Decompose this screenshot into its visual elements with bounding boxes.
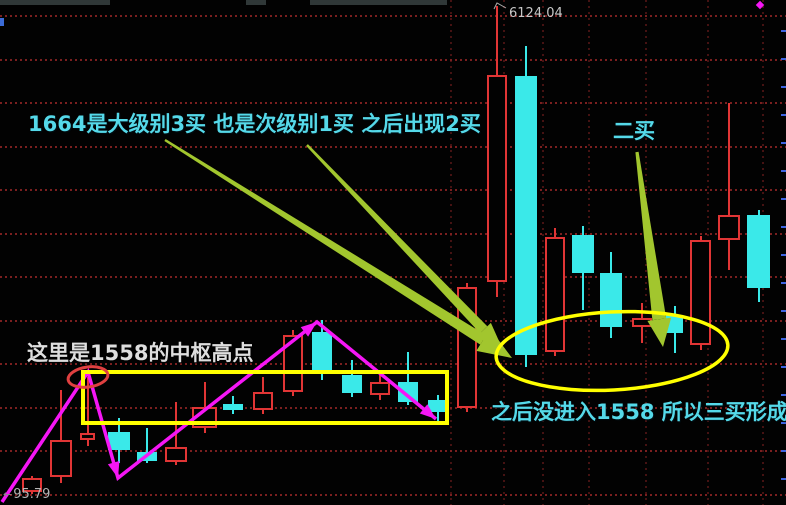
v-gridline — [542, 0, 544, 505]
candle-up — [253, 392, 273, 410]
right-axis-tick — [781, 86, 786, 88]
right-axis-tick — [781, 338, 786, 340]
magenta-arrow-head — [107, 460, 120, 478]
candle-up — [80, 433, 95, 440]
right-axis-tick — [781, 226, 786, 228]
peak-price-label: 6124.04 — [509, 6, 563, 21]
candle-up — [165, 447, 187, 462]
annotation-second-buy: 二买 — [613, 119, 655, 143]
h-gridline — [0, 15, 786, 17]
right-axis-tick — [781, 450, 786, 452]
left-edge-marker — [0, 18, 4, 26]
candle-down — [428, 400, 448, 412]
candle-down — [600, 273, 622, 327]
low-price-value: 95.79 — [13, 487, 51, 502]
candle-down — [137, 452, 157, 461]
candle-up — [718, 215, 740, 240]
candle-down — [108, 432, 130, 450]
annotation-pivot-high-1558: 这里是1558的中枢高点 — [27, 341, 254, 365]
candle-down — [666, 315, 683, 333]
h-gridline — [0, 232, 786, 235]
green-arrow-shaft — [635, 151, 667, 321]
h-gridline — [0, 102, 786, 104]
candle-up — [370, 382, 390, 395]
right-axis-tick — [781, 142, 786, 144]
right-axis-tick — [781, 198, 786, 200]
candle-down — [398, 382, 418, 402]
low-price-label: ←95.79 — [3, 487, 50, 502]
h-gridline — [0, 145, 786, 148]
h-gridline — [0, 58, 786, 61]
right-axis-tick — [781, 394, 786, 396]
right-axis-tick — [781, 114, 786, 116]
candle-down — [747, 215, 770, 288]
cutoff-toolbar-text-fragment — [0, 0, 110, 5]
green-arrow-shaft — [164, 138, 487, 345]
candle-up — [283, 335, 303, 392]
cutoff-toolbar-text-fragment — [246, 0, 266, 5]
candle-down — [312, 332, 332, 370]
h-gridline — [0, 276, 786, 278]
candle-up — [192, 407, 217, 428]
v-gridline — [450, 0, 452, 505]
h-gridline — [0, 189, 786, 191]
cutoff-toolbar-text-fragment — [310, 0, 447, 5]
candle-down — [223, 404, 243, 410]
candle-up — [545, 237, 565, 352]
right-axis-tick — [781, 254, 786, 256]
candle-down — [515, 76, 537, 355]
right-axis-tick — [781, 30, 786, 32]
right-axis-tick — [781, 58, 786, 60]
annotation-third-buy-formed: 之后没进入1558 所以三买形成 — [491, 400, 786, 424]
right-axis-tick — [781, 310, 786, 312]
right-axis-tick — [781, 478, 786, 480]
candle-up — [50, 440, 72, 477]
v-gridline — [645, 0, 647, 505]
right-axis-tick — [781, 366, 786, 368]
green-arrow-head — [476, 328, 512, 358]
right-axis-tick — [781, 170, 786, 172]
candle-down — [342, 375, 362, 393]
h-gridline — [0, 493, 786, 496]
annotation-1664-buy-points: 1664是大级别3买 也是次级别1买 之后出现2买 — [28, 112, 481, 136]
right-axis-tick — [781, 282, 786, 284]
right-axis-tick — [781, 422, 786, 424]
green-arrow-head — [476, 322, 503, 350]
candle-up — [487, 75, 507, 282]
candle-up — [690, 240, 711, 345]
candle-up — [632, 318, 652, 327]
candle-up — [457, 287, 477, 408]
low-price-arrow-icon: ← — [3, 488, 13, 501]
candle-down — [572, 235, 594, 273]
candle-wick-up — [728, 103, 730, 270]
